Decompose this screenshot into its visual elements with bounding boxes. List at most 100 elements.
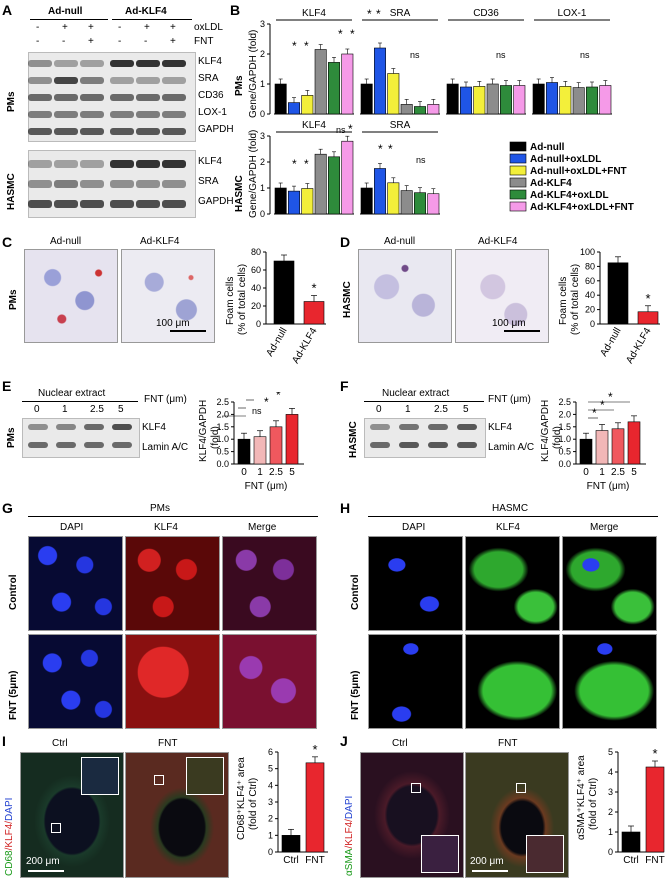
ytick: 80: [251, 247, 261, 257]
star: *: [652, 746, 657, 761]
ytick: 2.0: [558, 409, 571, 419]
xtick: Ad-null: [265, 326, 290, 358]
pms-band-1-0: [28, 77, 52, 84]
f-star: *: [608, 392, 613, 404]
legend-swatch: [509, 177, 527, 188]
b-ns: ns: [416, 155, 426, 165]
b-star: *: [348, 122, 353, 136]
h-title: HASMC: [492, 503, 529, 514]
b-star: *: [292, 39, 297, 53]
f-row-label: HASMC: [348, 421, 359, 458]
b-bar: [532, 83, 545, 115]
ytick: 1.5: [558, 422, 571, 432]
d-ylabel-1: Foam cells: [558, 276, 569, 325]
b-star: *: [350, 27, 355, 41]
e-row-klf4: KLF4: [142, 422, 166, 433]
b-star: *: [376, 7, 381, 21]
g-row-fnt: FNT (5μm): [8, 670, 19, 720]
xtick: 1: [257, 467, 263, 478]
fnt-sign-5: +: [170, 36, 176, 47]
pms-band-0-5: [162, 60, 186, 67]
g-col-klf4: KLF4: [154, 522, 178, 533]
e-row-label: PMs: [6, 427, 17, 448]
b-bar: [460, 86, 472, 115]
ytick: 2.5: [558, 397, 571, 407]
xtick: 0: [241, 467, 247, 478]
band-1-2: [428, 442, 448, 448]
hasmc-band-1-4: [136, 180, 160, 188]
group-label-ad-klf4: Ad-KLF4: [125, 6, 167, 17]
xtick: Ad-KLF4: [290, 326, 319, 366]
i-scale-bar: 200 μm: [26, 856, 60, 867]
b-bar: [586, 86, 598, 115]
ytick: 1.5: [216, 422, 229, 432]
bar: [285, 414, 299, 465]
ytick: 1: [268, 830, 273, 840]
bar: [237, 438, 251, 465]
hasmc-band-1-3: [110, 180, 134, 188]
panel-letter-h: H: [340, 500, 351, 516]
j-ylabel-1: αSMA⁺KLF4⁺ area: [576, 755, 587, 840]
legend-entry: Ad-KLF4+oxLDL: [530, 190, 609, 201]
oxldl-sign-5: +: [170, 22, 176, 33]
b-bar: [414, 192, 426, 215]
g-title: PMs: [150, 503, 170, 514]
legend-entry: Ad-null+oxLDL+FNT: [530, 166, 627, 177]
j-stain-asma: αSMA: [344, 848, 355, 876]
j-stain-label: αSMA/KLF4/DAPI: [344, 796, 355, 876]
hasmc-band-2-4: [136, 200, 160, 208]
b-bar: [328, 156, 340, 215]
fnt-sign-2: +: [88, 36, 94, 47]
ytick: 4: [608, 767, 613, 777]
dose-1: 1: [62, 404, 68, 415]
bar: [269, 426, 283, 465]
b-star: *: [367, 7, 372, 21]
fnt-sign-0: -: [36, 36, 40, 47]
b-bar: [274, 187, 287, 215]
legend-entry: Ad-KLF4+oxLDL+FNT: [530, 202, 634, 213]
ytick: 0.5: [558, 447, 571, 457]
dose-5: 5: [463, 404, 469, 415]
h-fnt-dapi: [368, 634, 463, 729]
chart-i: 0 1 2 3 4 5 6 Ctrl FNT *: [268, 742, 328, 866]
band-1-2: [84, 442, 104, 448]
b-ytick: 0: [260, 109, 265, 119]
b-bar: [360, 187, 373, 215]
ytick: 20: [251, 301, 261, 311]
e-fnt-label: FNT (μm): [144, 394, 187, 405]
legend-swatch: [509, 189, 527, 200]
c-row-label: PMs: [8, 289, 19, 310]
b-ns: ns: [336, 125, 346, 135]
dose-0: 0: [376, 404, 382, 415]
ytick: 1.0: [558, 434, 571, 444]
pms-row-klf4: KLF4: [198, 56, 222, 67]
c-ylabel-2: (% of total cells): [237, 263, 248, 335]
i-stain-klf4: /KLF4/: [4, 820, 15, 851]
hasmc-band-0-4: [136, 160, 160, 168]
ytick: 40: [251, 283, 261, 293]
j-micro-fnt: [465, 752, 569, 878]
c-micro-label-null: Ad-null: [50, 236, 82, 247]
ytick: 5: [608, 747, 613, 757]
bar: [579, 438, 593, 465]
g-col-merge: Merge: [248, 522, 277, 533]
b-bar: [301, 95, 314, 115]
hasmc-band-1-1: [54, 180, 78, 188]
h-row-control: Control: [350, 574, 361, 610]
ytick: 2: [608, 807, 613, 817]
b-ns: ns: [580, 50, 590, 60]
b-bar: [288, 190, 300, 215]
panel-letter-a: A: [2, 2, 13, 18]
hasmc-band-1-2: [80, 180, 104, 188]
xtick: FNT: [305, 855, 324, 866]
band-1-1: [399, 442, 419, 448]
h-col-dapi: DAPI: [402, 522, 426, 533]
hasmc-band-2-5: [162, 200, 186, 208]
c-ylabel-1: Foam cells: [225, 276, 236, 325]
b-bar: [387, 73, 400, 115]
hasmc-side-label: HASMC: [6, 173, 17, 210]
pms-band-2-5: [162, 94, 186, 101]
ytick: 1.0: [216, 434, 229, 444]
